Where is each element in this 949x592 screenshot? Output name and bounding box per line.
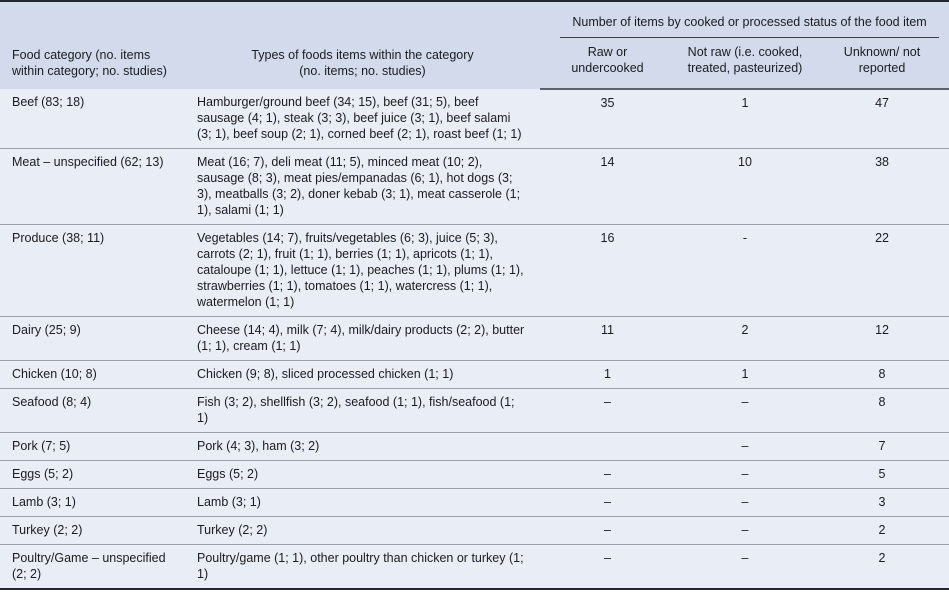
table-row: Beef (83; 18) Hamburger/ground beef (34;… (0, 89, 949, 149)
food-category-cell: Lamb (3; 1) (12, 495, 76, 509)
food-category-cell: Seafood (8; 4) (12, 395, 92, 409)
raw-undercooked-count-cell (540, 433, 675, 461)
raw-undercooked-count-cell: – (604, 551, 611, 565)
not-raw-count-cell: - (742, 231, 748, 245)
unknown-count-cell: 5 (878, 467, 886, 481)
food-category-cell: Meat – unspecified (62; 13) (12, 155, 164, 169)
unknown-count-cell: 2 (878, 551, 886, 565)
table-header: Food category (no. items within category… (0, 1, 949, 90)
food-types-cell: Meat (16; 7), deli meat (11; 5), minced … (197, 155, 521, 217)
raw-undercooked-count-cell: 35 (600, 96, 615, 110)
food-category-cell: Produce (38; 11) (12, 231, 105, 245)
raw-undercooked-count-cell: 16 (600, 231, 615, 245)
unknown-count-cell: 8 (878, 367, 886, 381)
column-header-food-types: Types of foods items within the category… (251, 48, 474, 78)
food-types-cell: Hamburger/ground beef (34; 15), beef (31… (197, 95, 522, 141)
table-row: Meat – unspecified (62; 13) Meat (16; 7)… (0, 148, 949, 225)
food-types-cell: Chicken (9; 8), sliced processed chicken… (197, 367, 454, 381)
food-category-cell: Pork (7; 5) (12, 439, 71, 453)
unknown-count-cell: 3 (878, 495, 886, 509)
table-row: Lamb (3; 1) Lamb (3; 1) – – 3 (0, 488, 949, 517)
column-header-food-category: Food category (no. items within category… (12, 48, 167, 78)
unknown-count-cell: 7 (878, 439, 886, 453)
food-types-cell: Lamb (3; 1) (197, 495, 261, 509)
table-row: Turkey (2; 2) Turkey (2; 2) – – 2 (0, 516, 949, 545)
raw-undercooked-count-cell: – (604, 467, 611, 481)
raw-undercooked-count-cell: 1 (604, 367, 611, 381)
not-raw-count-cell: – (741, 551, 749, 565)
unknown-count-cell: 38 (875, 155, 889, 169)
food-types-cell: Fish (3; 2), shellfish (3; 2), seafood (… (197, 395, 515, 425)
header-row-group: Food category (no. items within category… (0, 1, 949, 78)
food-types-cell: Vegetables (14; 7), fruits/vegetables (6… (197, 231, 524, 309)
raw-undercooked-count-cell: – (604, 495, 611, 509)
raw-undercooked-count-cell: 11 (601, 323, 614, 337)
table-row: Produce (38; 11) Vegetables (14; 7), fru… (0, 224, 949, 317)
food-types-cell: Turkey (2; 2) (197, 523, 268, 537)
not-raw-count-cell: 10 (738, 155, 752, 169)
food-category-cell: Chicken (10; 8) (12, 367, 97, 381)
not-raw-count-cell: 1 (741, 367, 749, 381)
unknown-count-cell: 12 (875, 323, 889, 337)
food-types-cell: Pork (4; 3), ham (3; 2) (197, 439, 320, 453)
header-row-subcolumns: Raw or undercooked Not raw (i.e. cooked,… (0, 38, 949, 90)
food-category-cell: Poultry/Game – unspecified (2; 2) (12, 551, 166, 581)
food-category-cell: Beef (83; 18) (12, 95, 85, 109)
not-raw-count-cell: 2 (741, 323, 749, 337)
not-raw-count-cell: – (741, 467, 749, 481)
not-raw-count-cell: – (741, 395, 749, 409)
raw-undercooked-count-cell: 14 (600, 155, 615, 169)
column-header-raw-undercooked: Raw or undercooked (540, 38, 675, 90)
column-group-header-status: Number of items by cooked or processed s… (540, 1, 949, 38)
table-row: Dairy (25; 9) Cheese (14; 4), milk (7; 4… (0, 316, 949, 361)
unknown-count-cell: 47 (875, 96, 889, 110)
table-row: Eggs (5; 2) Eggs (5; 2) – – 5 (0, 460, 949, 489)
unknown-count-cell: 8 (878, 395, 886, 409)
raw-undercooked-count-cell: – (604, 395, 611, 409)
column-header-not-raw: Not raw (i.e. cooked, treated, pasteuriz… (675, 38, 815, 90)
unknown-count-cell: 22 (875, 231, 889, 245)
food-types-cell: Poultry/game (1; 1), other poultry than … (197, 551, 524, 581)
raw-undercooked-count-cell: – (604, 523, 611, 537)
food-types-cell: Eggs (5; 2) (197, 467, 259, 481)
not-raw-count-cell: – (741, 495, 749, 509)
table-row: Chicken (10; 8) Chicken (9; 8), sliced p… (0, 360, 949, 389)
table-row: Seafood (8; 4) Fish (3; 2), shellfish (3… (0, 388, 949, 433)
food-category-cell: Eggs (5; 2) (12, 467, 74, 481)
table-body: Beef (83; 18) Hamburger/ground beef (34;… (0, 89, 949, 589)
table-row: Poultry/Game – unspecified (2; 2) Poultr… (0, 544, 949, 590)
food-category-cell: Dairy (25; 9) (12, 323, 81, 337)
column-group-header-status-label: Number of items by cooked or processed s… (560, 14, 940, 38)
table-row: Pork (7; 5) Pork (4; 3), ham (3; 2) – 7 (0, 432, 949, 461)
not-raw-count-cell: 1 (741, 96, 749, 110)
not-raw-count-cell: – (741, 523, 749, 537)
not-raw-count-cell: – (741, 439, 749, 453)
food-category-cell: Turkey (2; 2) (12, 523, 83, 537)
food-types-cell: Cheese (14; 4), milk (7; 4), milk/dairy … (197, 323, 525, 353)
unknown-count-cell: 2 (878, 523, 886, 537)
column-header-unknown-not-reported: Unknown/ not reported (815, 38, 949, 90)
